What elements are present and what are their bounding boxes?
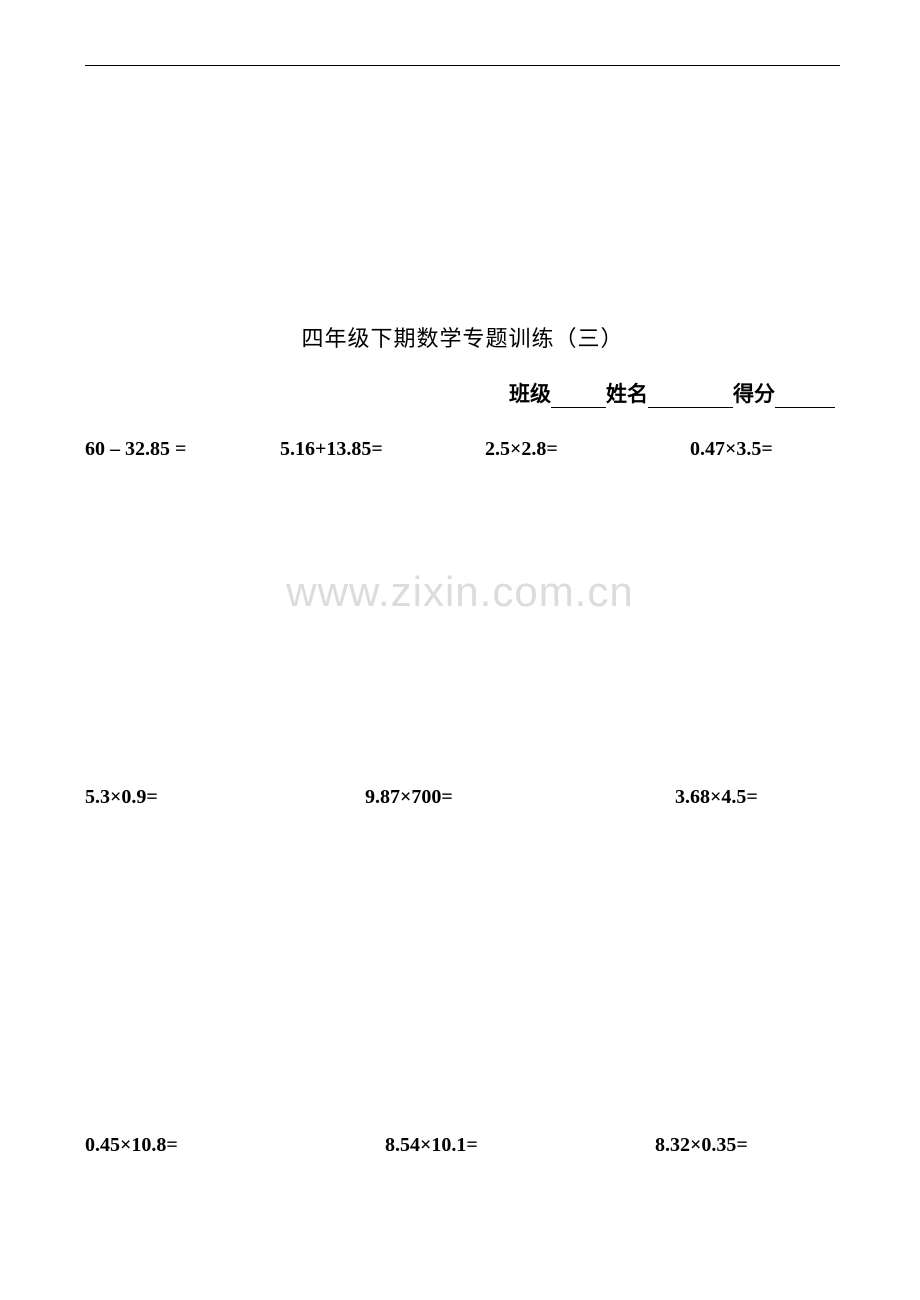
header-fields: 班级 姓名 得分: [85, 378, 840, 408]
top-horizontal-rule: [85, 65, 840, 66]
math-problem: 5.16+13.85=: [280, 438, 485, 461]
class-label: 班级: [509, 382, 551, 406]
name-blank: [648, 386, 733, 408]
math-problem: 8.54×10.1=: [385, 1134, 655, 1157]
math-problem: 0.45×10.8=: [85, 1134, 385, 1157]
problem-row: 0.45×10.8= 8.54×10.1= 8.32×0.35=: [85, 1134, 840, 1157]
score-label: 得分: [733, 382, 775, 406]
problem-row: 5.3×0.9= 9.87×700= 3.68×4.5=: [85, 786, 840, 809]
math-problem: 8.32×0.35=: [655, 1134, 748, 1157]
math-problem: 5.3×0.9=: [85, 786, 365, 809]
math-problem: 60 – 32.85 =: [85, 438, 280, 461]
class-blank: [551, 386, 606, 408]
name-label: 姓名: [606, 382, 648, 406]
score-blank: [775, 386, 835, 408]
math-problem: 0.47×3.5=: [690, 438, 773, 461]
page-title: 四年级下期数学专题训练（三）: [85, 321, 840, 353]
problem-row: 60 – 32.85 = 5.16+13.85= 2.5×2.8= 0.47×3…: [85, 438, 840, 461]
math-problem: 3.68×4.5=: [675, 786, 758, 809]
math-problem: 9.87×700=: [365, 786, 675, 809]
math-problem: 2.5×2.8=: [485, 438, 690, 461]
